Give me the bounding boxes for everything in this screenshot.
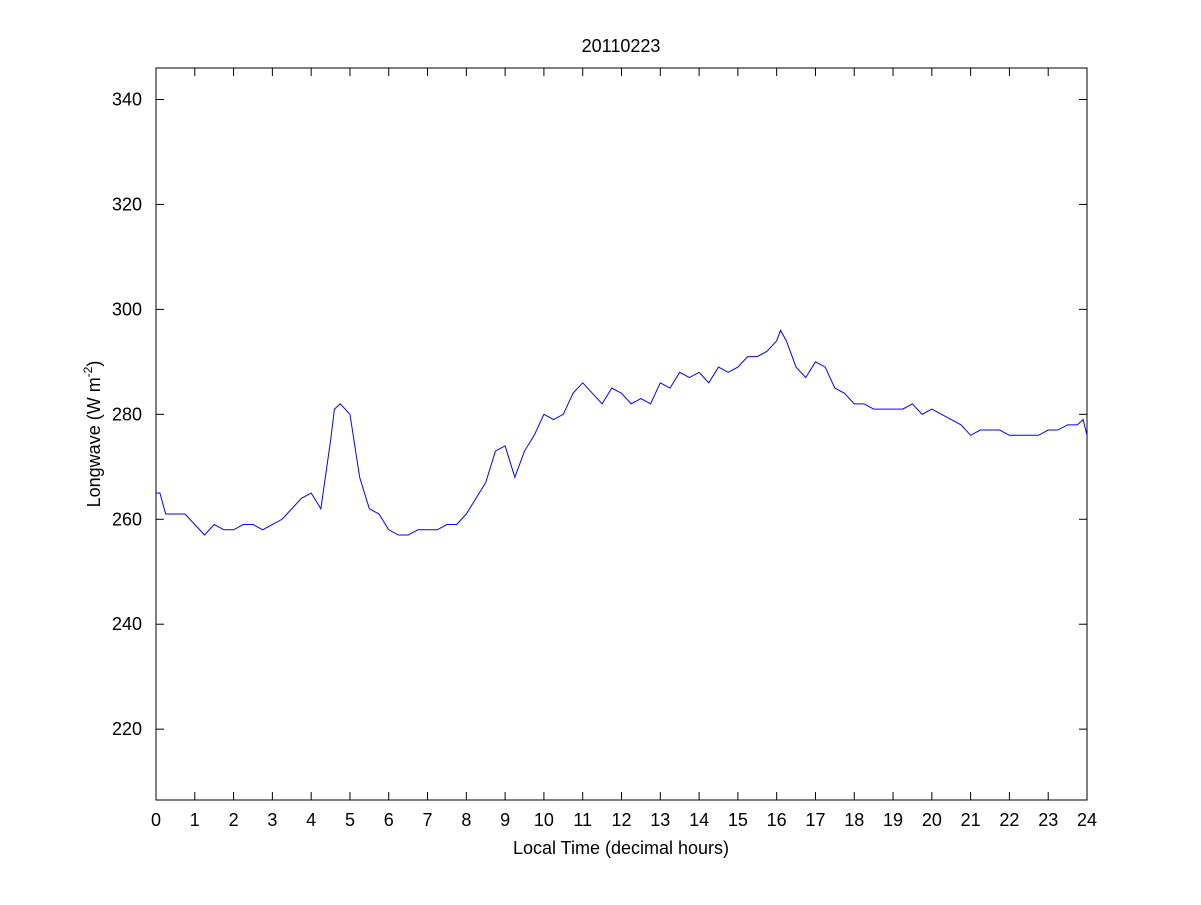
y-tick-label: 240 bbox=[112, 614, 142, 634]
y-label-text: Longwave (W m bbox=[84, 377, 104, 507]
y-axis-label: Longwave (W m-2) bbox=[81, 361, 104, 508]
x-tick-label: 11 bbox=[573, 810, 592, 830]
x-tick-label: 1 bbox=[190, 810, 200, 830]
x-tick-label: 24 bbox=[1077, 810, 1097, 830]
x-tick-label: 20 bbox=[922, 810, 942, 830]
x-tick-label: 5 bbox=[345, 810, 355, 830]
x-tick-label: 15 bbox=[728, 810, 748, 830]
y-tick-label: 320 bbox=[112, 194, 142, 214]
y-tick-label: 220 bbox=[112, 719, 142, 739]
x-tick-label: 10 bbox=[534, 810, 554, 830]
y-tick-label: 340 bbox=[112, 89, 142, 109]
x-tick-label: 13 bbox=[650, 810, 670, 830]
x-tick-label: 21 bbox=[961, 810, 981, 830]
chart-title: 20110223 bbox=[582, 36, 661, 56]
y-label-sup: -2 bbox=[81, 366, 95, 377]
x-tick-label: 8 bbox=[461, 810, 471, 830]
plot-frame bbox=[155, 67, 1088, 801]
x-tick-label: 6 bbox=[384, 810, 394, 830]
y-tick-label: 260 bbox=[112, 509, 142, 529]
y-label-suffix: ) bbox=[84, 361, 104, 367]
x-tick-label: 9 bbox=[500, 810, 510, 830]
y-tick-label: 300 bbox=[112, 299, 142, 319]
x-tick-label: 12 bbox=[611, 810, 631, 830]
x-tick-label: 17 bbox=[805, 810, 825, 830]
data-line bbox=[156, 329, 1088, 536]
x-tick-label: 23 bbox=[1038, 810, 1058, 830]
x-tick-label: 2 bbox=[229, 810, 239, 830]
x-tick-label: 0 bbox=[151, 810, 161, 830]
x-tick-label: 18 bbox=[844, 810, 864, 830]
x-tick-label: 3 bbox=[267, 810, 277, 830]
x-tick-label: 22 bbox=[999, 810, 1019, 830]
x-tick-label: 14 bbox=[689, 810, 709, 830]
x-tick-label: 7 bbox=[423, 810, 433, 830]
y-tick-label: 280 bbox=[112, 404, 142, 424]
x-tick-label: 16 bbox=[767, 810, 787, 830]
x-tick-label: 4 bbox=[306, 810, 316, 830]
x-axis-label: Local Time (decimal hours) bbox=[513, 838, 729, 858]
x-tick-label: 19 bbox=[883, 810, 903, 830]
